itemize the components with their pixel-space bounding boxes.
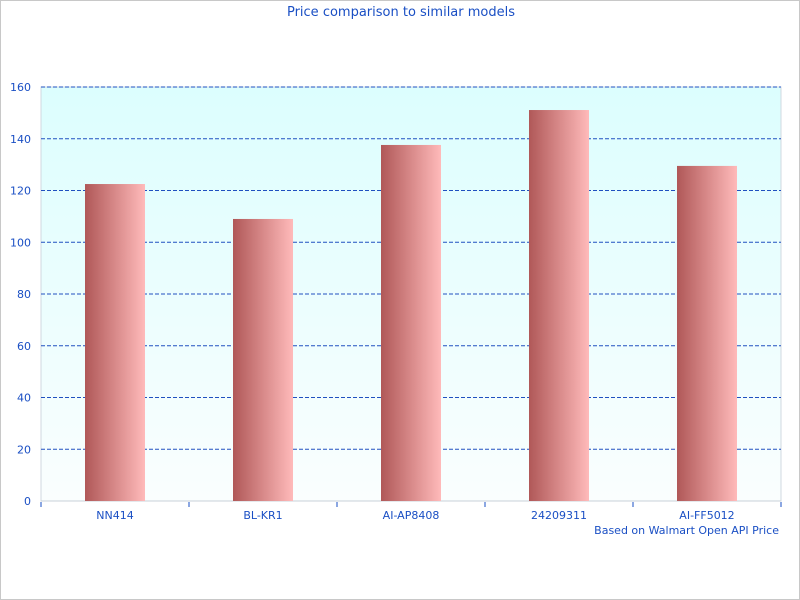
x-tick-label: AI-FF5012: [679, 509, 734, 522]
x-tick-label: NN414: [96, 509, 133, 522]
bar-nn414: [85, 184, 145, 501]
y-tick-label: 140: [10, 133, 31, 146]
chart-title: Price comparison to similar models: [286, 5, 516, 20]
source-note: Based on Walmart Open API Price: [594, 524, 779, 537]
y-tick-label: 100: [10, 236, 31, 249]
x-tick-label: BL-KR1: [243, 509, 282, 522]
y-tick-label: 160: [10, 81, 31, 94]
bar-bl-kr1: [233, 218, 293, 501]
x-tick-label: 24209311: [531, 509, 587, 522]
bar-ai-ap8408: [381, 144, 441, 501]
y-tick-label: 40: [17, 392, 31, 405]
bar-ai-ff5012: [677, 165, 737, 501]
y-tick-label: 120: [10, 185, 31, 198]
y-tick-label: 60: [17, 340, 31, 353]
x-tick-label: AI-AP8408: [383, 509, 440, 522]
bar-24209311: [529, 110, 589, 501]
y-tick-label: 0: [24, 495, 31, 508]
y-tick-label: 20: [17, 443, 31, 456]
y-tick-label: 80: [17, 288, 31, 301]
